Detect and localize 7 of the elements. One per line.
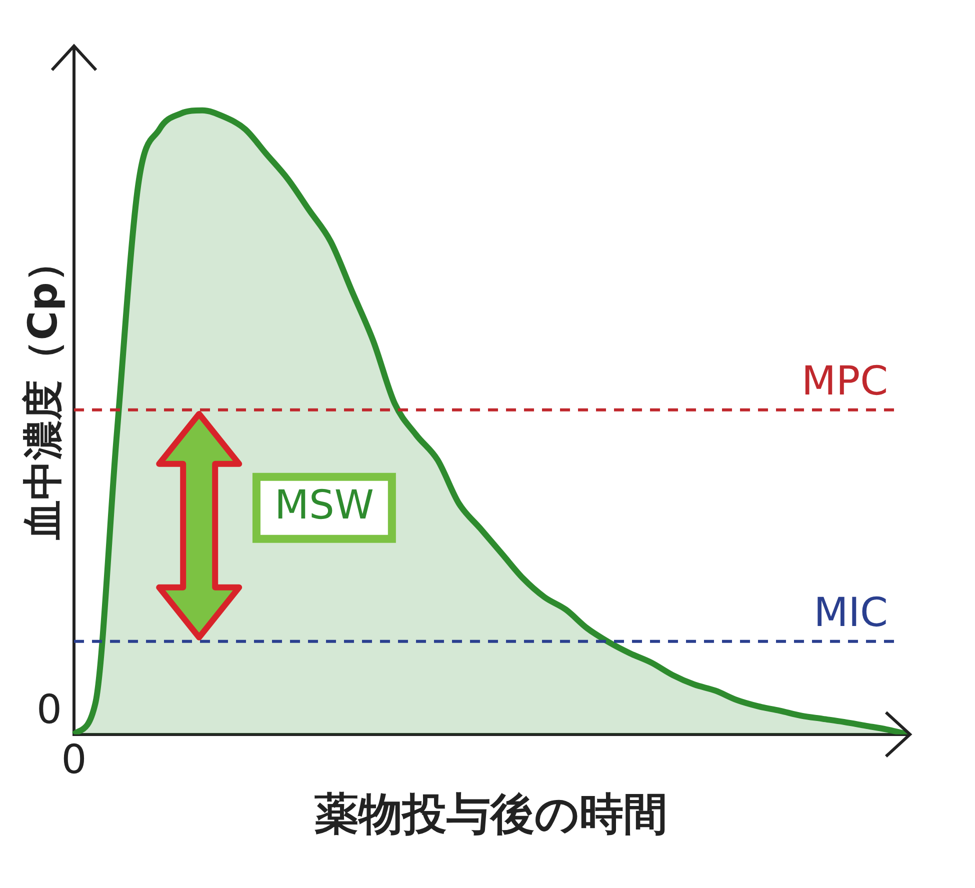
ref-line-label: MIC — [814, 590, 888, 636]
x-axis-title: 薬物投与後の時間 — [314, 789, 668, 840]
text: 0 — [61, 736, 87, 783]
annotation: MSW — [274, 482, 374, 528]
text: 0 — [36, 686, 62, 733]
ref-line-label: MPC — [801, 358, 888, 404]
y-axis-title: 血中濃度（Cp） — [20, 242, 66, 542]
